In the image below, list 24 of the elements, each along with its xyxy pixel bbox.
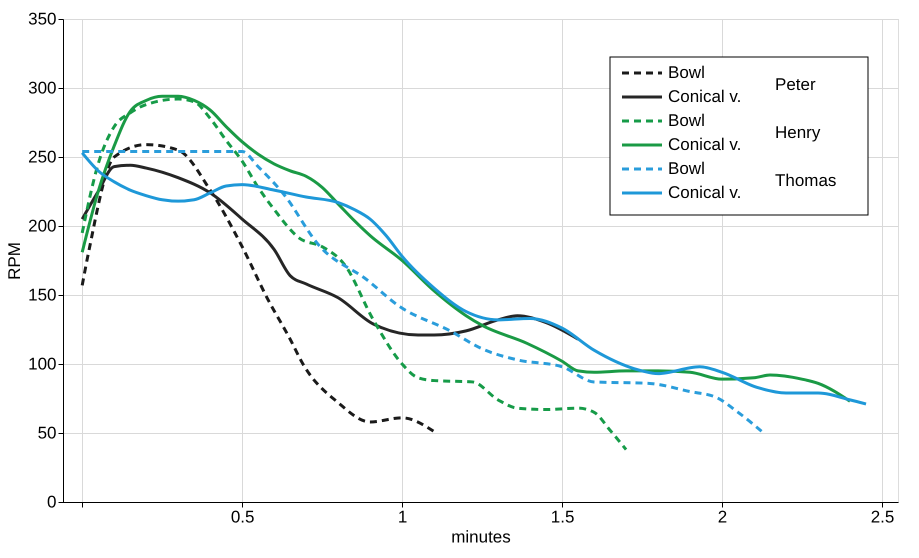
- legend-label: Bowl: [668, 63, 705, 82]
- legend-label: Conical v.: [668, 183, 742, 202]
- y-tick-label: 150: [28, 286, 56, 304]
- legend-label: Conical v.: [668, 87, 742, 106]
- x-tick-label: 2: [718, 508, 728, 526]
- legend-label: Bowl: [668, 159, 705, 178]
- x-axis-title: minutes: [451, 528, 511, 546]
- x-tick-label: 1: [398, 508, 408, 526]
- y-tick-label: 200: [28, 216, 56, 236]
- x-tick-label: 1.5: [550, 508, 574, 526]
- y-tick-label: 250: [28, 148, 56, 166]
- x-tick-label: 2.5: [870, 508, 894, 526]
- annotation: Henry: [775, 123, 821, 142]
- y-tick-label: 50: [38, 424, 56, 442]
- legend-label: Bowl: [668, 111, 705, 130]
- y-tick-label: 100: [28, 354, 56, 374]
- y-tick-label: 300: [28, 78, 56, 98]
- x-tick-label: 0.5: [230, 508, 254, 526]
- annotation: Peter: [775, 75, 816, 94]
- y-tick-label: 350: [28, 10, 56, 28]
- annotation: Thomas: [775, 171, 836, 190]
- legend-label: Conical v.: [668, 135, 742, 154]
- y-tick-label: 0: [47, 492, 56, 512]
- y-axis-title: RPM: [5, 242, 24, 280]
